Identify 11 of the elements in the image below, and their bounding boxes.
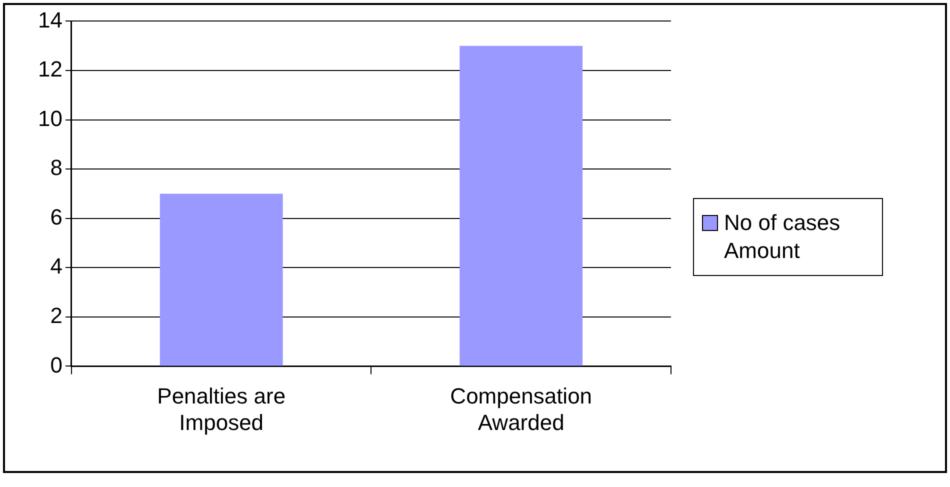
y-tick-label: 10 xyxy=(38,106,62,131)
y-tick-label: 4 xyxy=(50,254,62,279)
y-tick-label: 8 xyxy=(50,155,62,180)
y-tick-label: 2 xyxy=(50,302,62,328)
x-tick-label: Penalties are Imposed xyxy=(157,383,286,435)
x-tick-label: Compensation Awarded xyxy=(450,383,592,435)
y-tick-label: 0 xyxy=(50,352,62,378)
y-tick-label: 6 xyxy=(50,204,62,230)
y-tick-label: 14 xyxy=(38,7,62,32)
y-tick-label: 12 xyxy=(38,56,62,82)
legend-label: No of cases Amount xyxy=(724,209,842,265)
